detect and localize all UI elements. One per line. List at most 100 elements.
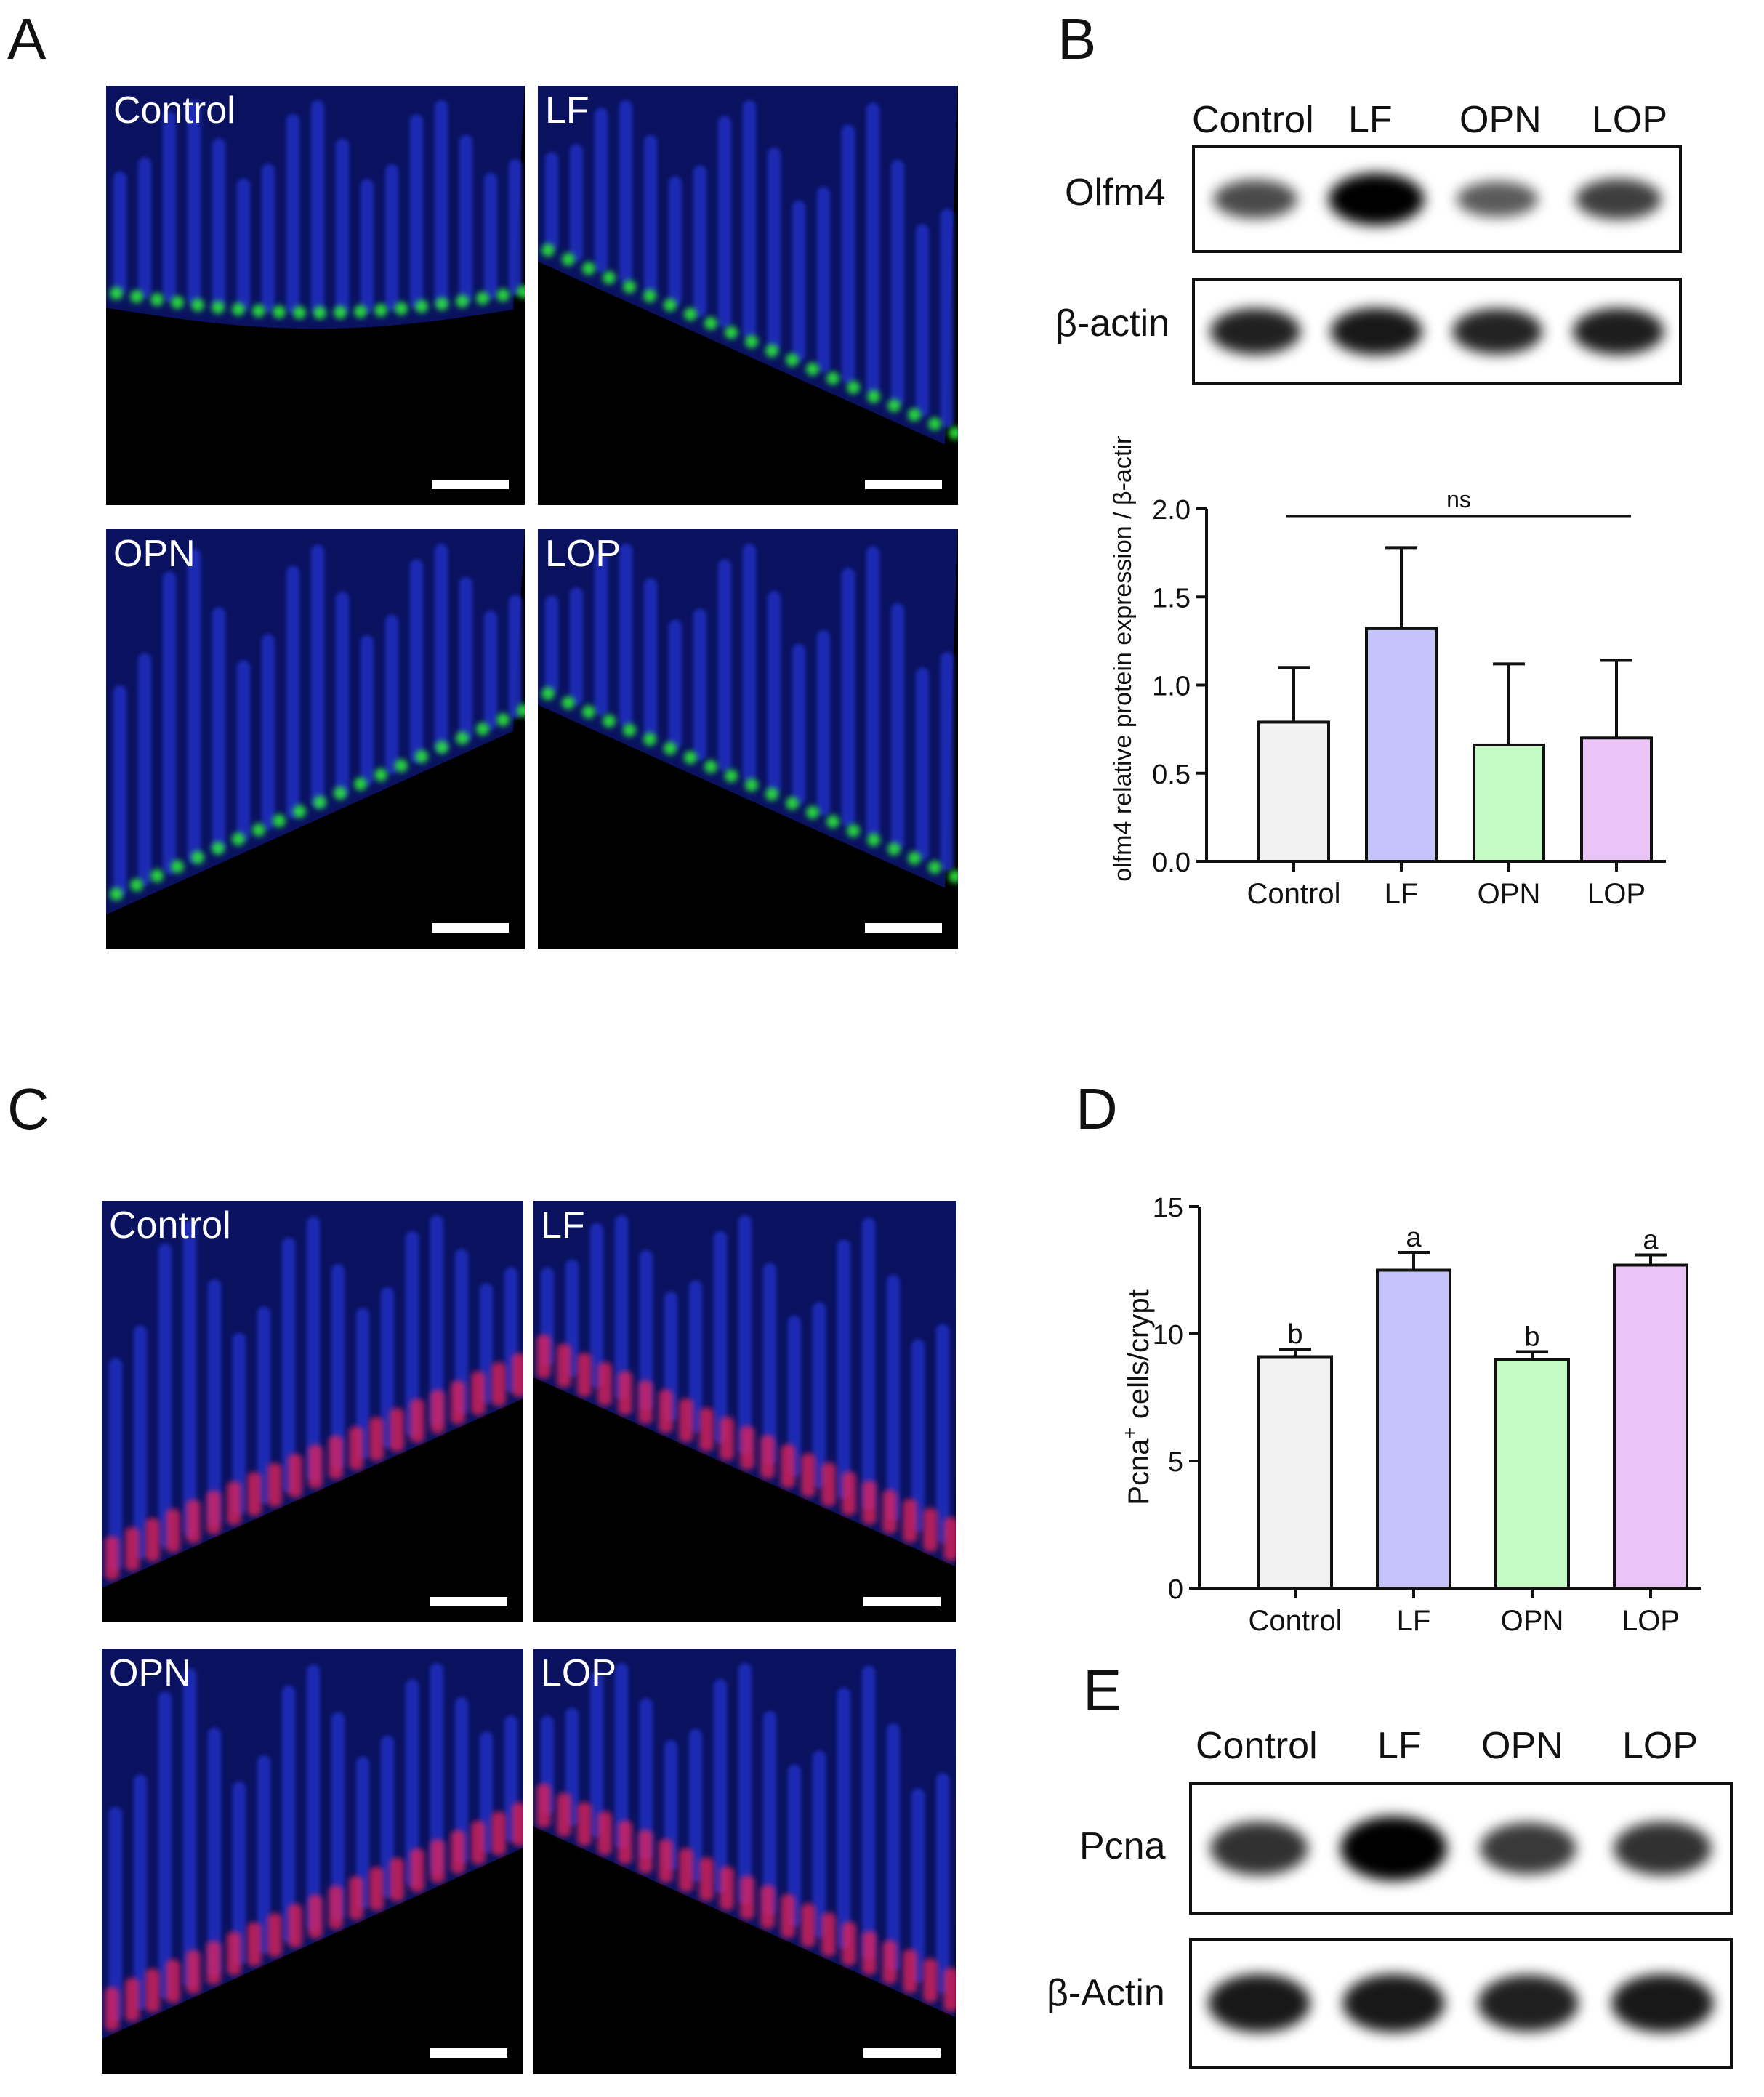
lane-label: LOP <box>1592 99 1668 141</box>
bar-control <box>1257 1355 1333 1590</box>
ns-label: ns <box>1446 486 1471 512</box>
blot-band <box>1209 308 1301 355</box>
micrograph-c-lf: LF <box>533 1201 956 1622</box>
bar-lf <box>1365 627 1438 863</box>
blot-band <box>1452 308 1543 355</box>
micrograph-a-opn: OPN <box>106 529 525 949</box>
y-tick-label: 0.0 <box>1152 848 1191 878</box>
scale-bar <box>430 2048 507 2058</box>
blot-row-label: Olfm4 <box>1065 172 1166 214</box>
scale-bar <box>863 2048 941 2058</box>
blot-row-label: β-actin <box>1055 302 1170 345</box>
tissue-image <box>538 86 958 445</box>
bar-opn <box>1494 1358 1570 1590</box>
y-axis-label: olfm4 relative protein expression / β-ac… <box>1109 436 1137 882</box>
lane-label: OPN <box>1481 1725 1563 1767</box>
micrograph-a-lf: LF <box>538 86 958 505</box>
tissue-image <box>533 1201 956 1567</box>
significance-letter: b <box>1287 1319 1302 1350</box>
micrograph-label: LOP <box>545 533 621 575</box>
micrograph-c-lop: LOP <box>533 1649 956 2074</box>
tissue-image <box>102 1201 523 1588</box>
y-tick-label: 15 <box>1153 1193 1183 1223</box>
y-tick-label: 1.0 <box>1152 672 1191 702</box>
x-tick-label: OPN <box>1478 878 1541 910</box>
bar-lf <box>1376 1268 1451 1590</box>
significance-letter: a <box>1406 1223 1422 1253</box>
scale-bar <box>430 1597 507 1606</box>
y-tick-label: 5 <box>1168 1447 1183 1478</box>
micrograph-label: Control <box>109 1204 231 1247</box>
lane-label: LF <box>1348 99 1393 141</box>
blot-band <box>1340 1816 1447 1881</box>
western-blot-pcna <box>1189 1782 1733 1915</box>
western-blot-olfm4 <box>1192 145 1682 253</box>
blot-band <box>1614 1821 1712 1876</box>
micrograph-label: LOP <box>541 1652 617 1694</box>
scale-bar <box>432 480 509 489</box>
micrograph-a-lop: LOP <box>538 529 958 949</box>
blot-band <box>1210 1821 1308 1876</box>
scale-bar <box>432 923 509 933</box>
y-tick-label: 1.5 <box>1152 583 1191 613</box>
blot-band <box>1478 1974 1579 2032</box>
panel-letter-b: B <box>1058 7 1097 71</box>
micrograph-label: LF <box>541 1204 585 1247</box>
bar-control <box>1257 720 1330 863</box>
bar-chart-b: 0.0 0.5 1.0 1.5 2.0 Control LF OPN LOP ns olfm4 re… <box>1109 436 1666 910</box>
y-tick-label: 10 <box>1153 1320 1183 1351</box>
tissue-image <box>106 86 525 329</box>
scale-bar <box>865 923 942 933</box>
blot-row-label: Pcna <box>1079 1825 1166 1867</box>
panel-letter-c: C <box>7 1076 49 1141</box>
lane-label: OPN <box>1459 99 1542 141</box>
scale-bar <box>865 480 942 489</box>
bar-lop <box>1580 736 1653 863</box>
x-tick-label: OPN <box>1501 1605 1564 1637</box>
lane-label: LOP <box>1622 1725 1699 1767</box>
blot-band <box>1575 178 1662 220</box>
x-tick-label: Control <box>1247 878 1341 910</box>
x-tick-label: LOP <box>1622 1605 1680 1637</box>
micrograph-c-control: Control <box>102 1201 523 1622</box>
significance-letter: a <box>1643 1225 1659 1256</box>
scale-bar <box>863 1597 941 1606</box>
western-blot-beta-actin-e <box>1189 1938 1733 2069</box>
bar-chart-d: 0 5 10 15 Control b LF a OPN b LOP a Pcna+ cells/cry… <box>1119 1193 1701 1637</box>
panel-letter-e: E <box>1083 1658 1122 1723</box>
blot-band <box>1573 307 1664 355</box>
blot-band <box>1457 181 1539 217</box>
x-tick-label: LOP <box>1587 878 1646 910</box>
micrograph-label: OPN <box>113 533 196 575</box>
x-tick-label: LF <box>1397 1605 1431 1637</box>
significance-letter: b <box>1524 1322 1539 1353</box>
lane-label: Control <box>1192 99 1314 141</box>
blot-band <box>1208 1973 1310 2033</box>
blot-row-label: β-Actin <box>1047 1972 1165 2014</box>
y-tick-label: 0.5 <box>1152 760 1191 790</box>
blot-band <box>1342 1973 1445 2033</box>
lane-label: Control <box>1196 1725 1318 1767</box>
y-tick-label: 2.0 <box>1152 495 1191 526</box>
panel-letter-a: A <box>7 7 47 71</box>
tissue-image <box>102 1649 523 2040</box>
x-tick-label: Control <box>1249 1605 1342 1637</box>
y-tick-label: 0 <box>1168 1574 1183 1605</box>
micrograph-c-opn: OPN <box>102 1649 523 2074</box>
micrograph-label: OPN <box>109 1652 191 1694</box>
bar-lop <box>1613 1263 1688 1590</box>
micrograph-a-control: Control <box>106 86 525 505</box>
panel-letter-d: D <box>1076 1076 1118 1141</box>
micrograph-label: Control <box>113 89 235 132</box>
blot-band <box>1480 1822 1576 1875</box>
tissue-image <box>533 1649 956 2018</box>
lane-label: LF <box>1377 1725 1422 1767</box>
bar-opn <box>1473 743 1545 864</box>
blot-band <box>1328 173 1425 225</box>
blot-band <box>1330 307 1422 355</box>
micrograph-label: LF <box>545 89 589 132</box>
tissue-image <box>106 529 525 915</box>
western-blot-beta-actin <box>1192 278 1682 385</box>
x-tick-label: LF <box>1385 878 1419 910</box>
y-axis-label: Pcna+ cells/crypt <box>1119 1289 1155 1505</box>
